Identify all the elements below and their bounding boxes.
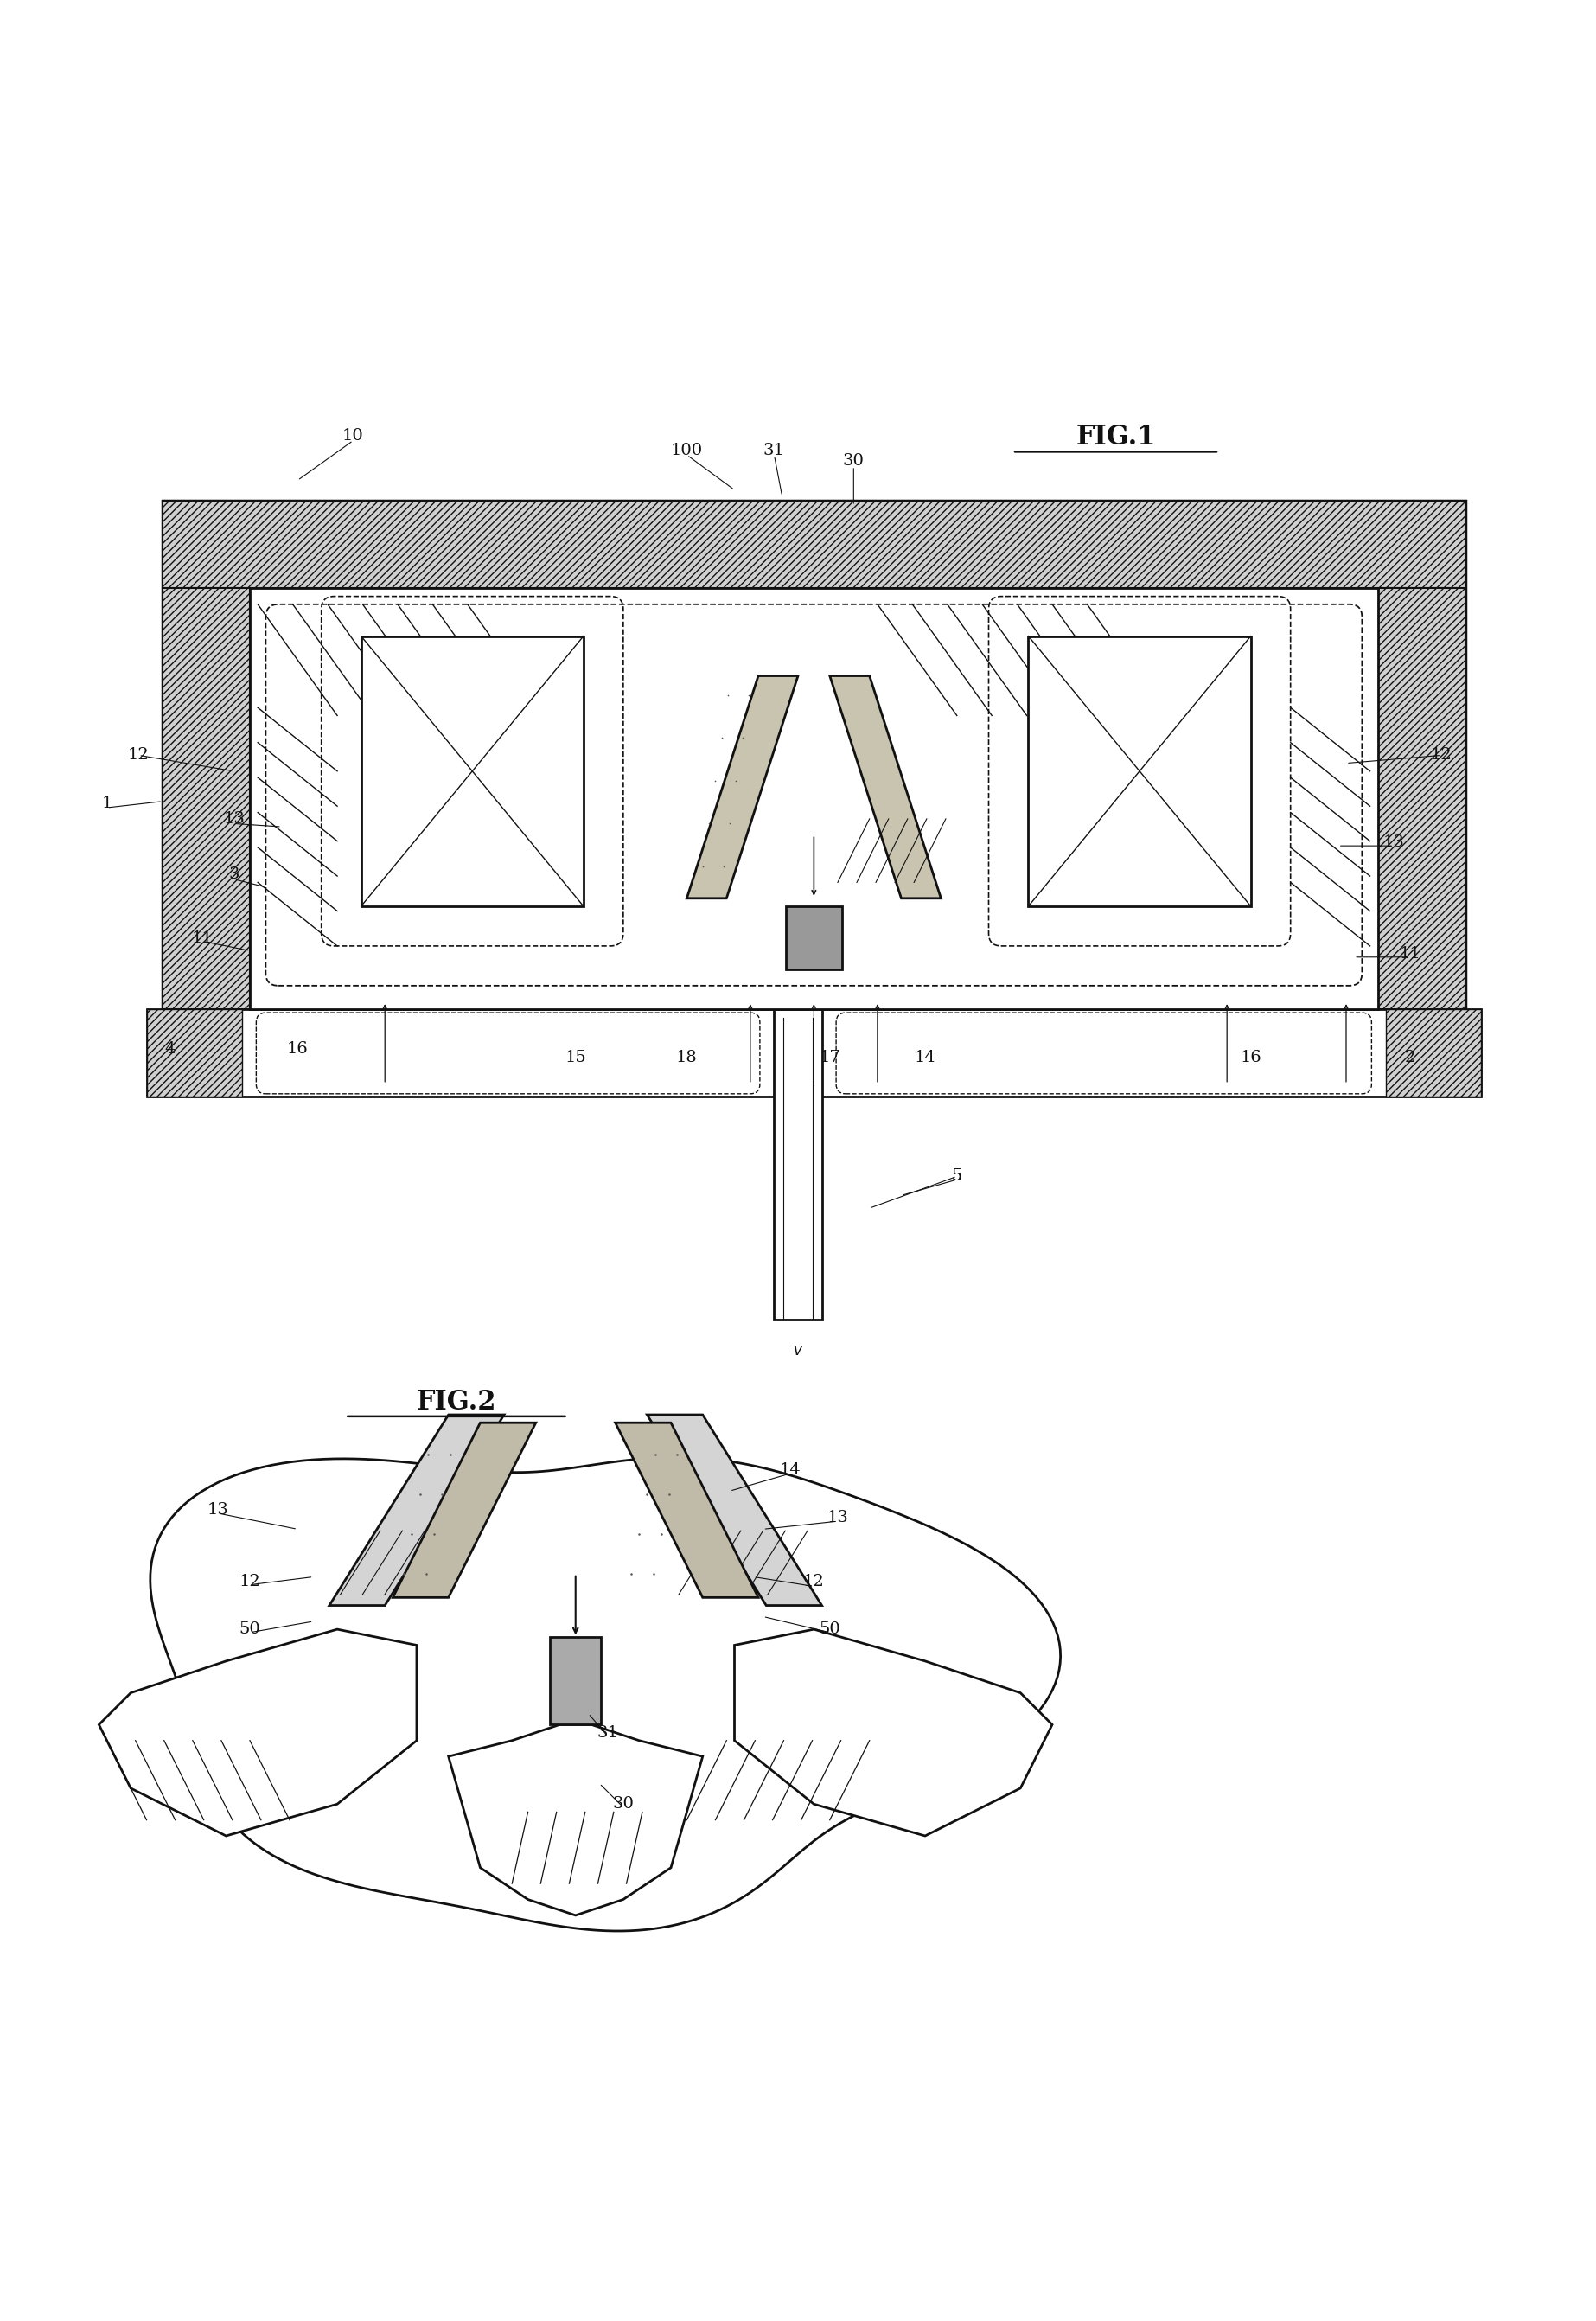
Text: 5: 5 [951, 1167, 962, 1184]
Text: 3: 3 [228, 866, 239, 882]
Polygon shape [150, 1458, 1060, 1931]
Polygon shape [646, 1416, 822, 1606]
Text: v: v [793, 1344, 803, 1358]
Text: 30: 30 [843, 453, 865, 469]
Text: 11: 11 [192, 931, 212, 945]
Bar [361, 636, 584, 905]
Polygon shape [99, 1629, 417, 1836]
Bar [1385, 1010, 1481, 1098]
Text: 10: 10 [343, 427, 364, 443]
Text: 31: 31 [763, 443, 785, 457]
Polygon shape [329, 1416, 504, 1606]
Polygon shape [830, 675, 942, 898]
Polygon shape [734, 1629, 1052, 1836]
Text: FIG.1: FIG.1 [1076, 425, 1156, 450]
Text: 15: 15 [565, 1049, 586, 1065]
Text: 16: 16 [287, 1042, 308, 1056]
Text: 12: 12 [1430, 747, 1452, 764]
Bar [163, 590, 251, 1010]
Polygon shape [393, 1423, 536, 1597]
Text: 31: 31 [597, 1725, 618, 1741]
Bar [251, 590, 1377, 1010]
Text: 13: 13 [223, 810, 244, 826]
Bar [147, 1010, 243, 1098]
Text: 11: 11 [1400, 947, 1420, 961]
Bar [1028, 636, 1251, 905]
Bar [774, 1010, 822, 1318]
Bar [163, 501, 1465, 590]
Text: 30: 30 [613, 1796, 634, 1813]
Polygon shape [616, 1423, 758, 1597]
Bar [551, 1636, 602, 1725]
Text: 16: 16 [1240, 1049, 1261, 1065]
Text: 50: 50 [819, 1622, 841, 1636]
Text: 100: 100 [670, 443, 702, 457]
Bar [163, 501, 1465, 1010]
Text: 12: 12 [803, 1574, 825, 1590]
Text: 13: 13 [827, 1511, 849, 1525]
Bar [1377, 590, 1465, 1010]
Text: 14: 14 [915, 1049, 935, 1065]
Text: 12: 12 [128, 747, 150, 764]
Text: 18: 18 [677, 1049, 697, 1065]
Text: 5: 5 [951, 1167, 962, 1184]
Text: 50: 50 [239, 1622, 260, 1636]
Text: 13: 13 [1384, 836, 1404, 849]
Bar [787, 905, 841, 970]
Polygon shape [686, 675, 798, 898]
Text: 1: 1 [102, 796, 112, 810]
Text: 13: 13 [207, 1502, 228, 1518]
Polygon shape [448, 1725, 702, 1915]
Text: FIG.2: FIG.2 [417, 1388, 496, 1416]
Text: 14: 14 [779, 1462, 801, 1478]
Text: 2: 2 [1404, 1049, 1416, 1065]
Text: 12: 12 [239, 1574, 260, 1590]
Bar [147, 1010, 1481, 1098]
Text: 17: 17 [819, 1049, 841, 1065]
Text: 4: 4 [164, 1042, 176, 1056]
